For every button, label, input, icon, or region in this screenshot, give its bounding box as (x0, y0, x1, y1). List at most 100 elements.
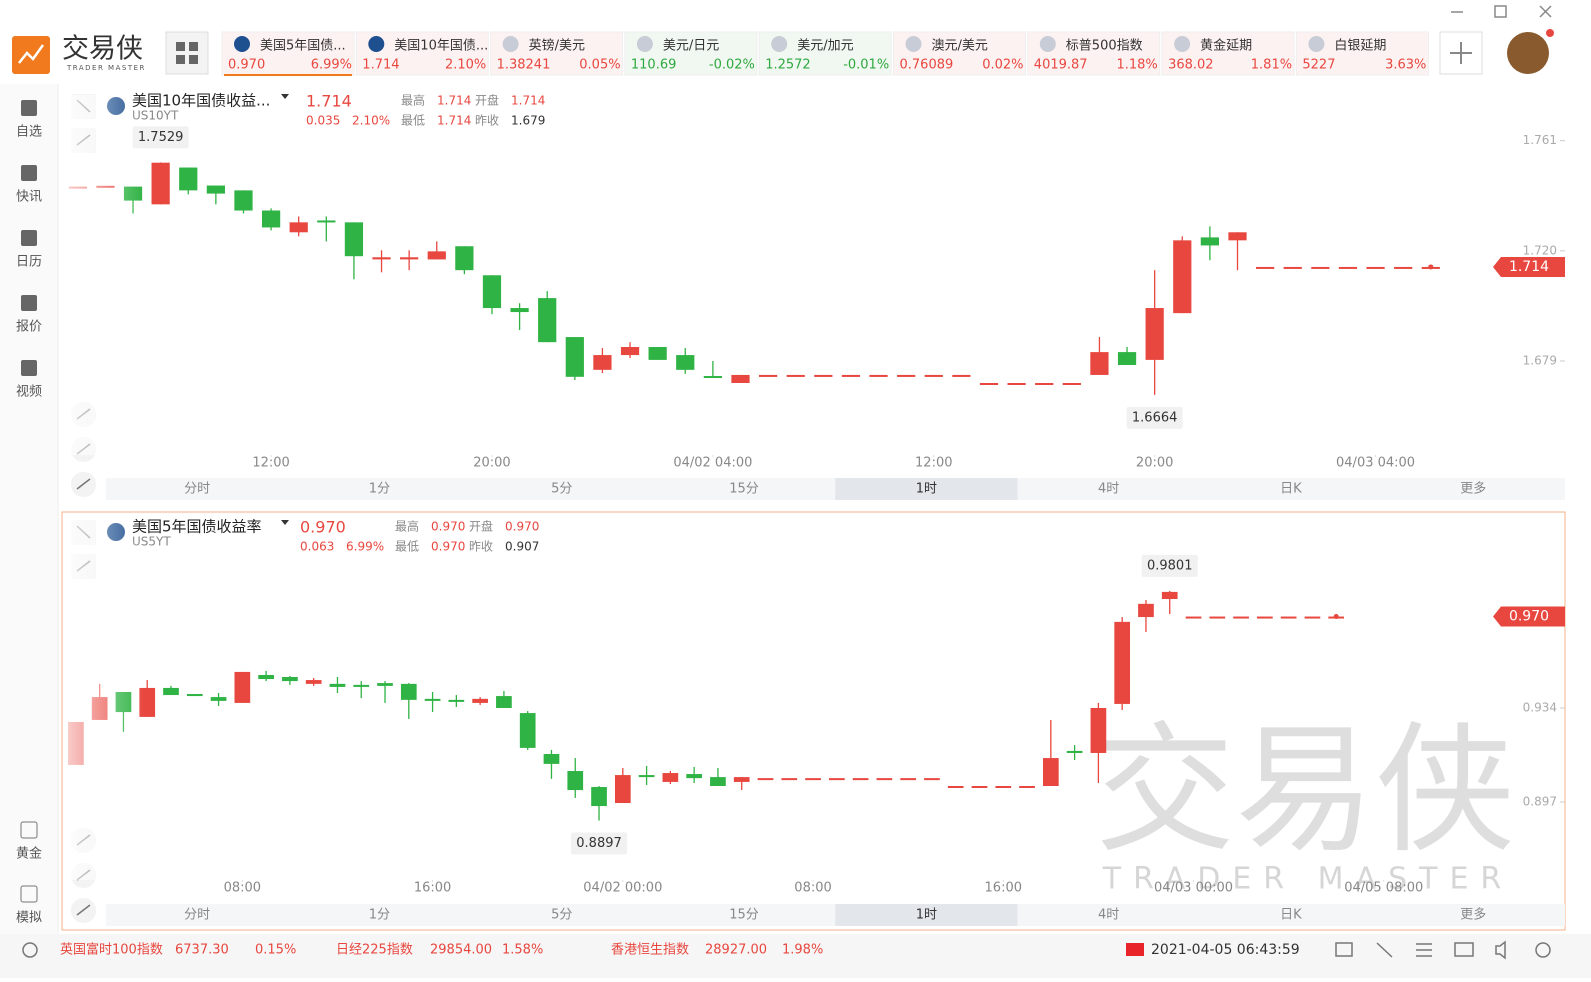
watermark-title: 交易侠 (1095, 710, 1515, 873)
timeframe[interactable]: 更多 (1460, 907, 1486, 923)
symbol-change-pct: 6.99% (346, 540, 384, 554)
timeframe[interactable]: 1分 (369, 908, 390, 923)
sidebar (0, 84, 58, 934)
candle-body (151, 162, 170, 205)
status-icons[interactable] (22, 940, 1551, 960)
sidebar-label[interactable]: 黄金 (16, 846, 42, 862)
stat-value: 1.714 (437, 94, 471, 108)
sidebar-label[interactable]: 自选 (16, 125, 42, 140)
sidebar-label[interactable]: 日历 (16, 255, 42, 270)
stat-label: 开盘 (475, 93, 499, 108)
timeframe[interactable]: 更多 (1460, 481, 1486, 497)
candle-body (995, 785, 1012, 788)
timeframe[interactable]: 4时 (1098, 482, 1119, 497)
fade-left (64, 95, 144, 455)
ticker-change: 1.18% (1116, 58, 1157, 73)
candle-body (1394, 266, 1413, 269)
symbol-dropdown[interactable] (281, 520, 289, 525)
timeframe[interactable]: 5分 (551, 908, 572, 923)
stat-label: 昨收 (469, 540, 493, 554)
symbol-dropdown[interactable] (281, 94, 289, 99)
sidebar-icon[interactable] (20, 885, 38, 903)
sidebar-icon[interactable] (21, 165, 37, 181)
timeframe[interactable]: 1时 (916, 482, 937, 497)
candle-body (455, 246, 474, 271)
sidebar-label[interactable]: 模拟 (16, 911, 42, 926)
timeframe[interactable]: 日K (1280, 482, 1302, 497)
grid-button[interactable] (165, 31, 209, 75)
panel-bottom[interactable] (61, 511, 1566, 931)
candle-body (1090, 708, 1107, 753)
stat-label: 最低 (401, 114, 425, 128)
sidebar-icon[interactable] (21, 230, 37, 246)
avatar[interactable] (1507, 32, 1549, 74)
sidebar-label[interactable]: 视频 (16, 385, 42, 400)
candle-body (591, 787, 607, 807)
add-button[interactable] (1439, 31, 1483, 75)
candle-body (828, 778, 845, 781)
ticker-icon (1174, 36, 1191, 52)
candle-body (648, 347, 667, 360)
ticker-change: 1.81% (1251, 58, 1292, 73)
candle-body (565, 337, 584, 377)
symbol-name[interactable]: 美国10年国债收益... (132, 92, 270, 110)
window-controls[interactable] (1451, 5, 1552, 18)
status-price: 28927.00 (705, 943, 767, 958)
x-tick-label: 04/05 08:00 (1344, 881, 1423, 896)
timeframe[interactable]: 15分 (729, 482, 759, 497)
status-price: 6737.30 (175, 943, 229, 958)
sidebar-label[interactable]: 报价 (16, 320, 42, 335)
candle-body (567, 771, 584, 791)
candle-body (186, 694, 203, 697)
stat-label: 最高 (395, 519, 419, 534)
sidebar-icon[interactable] (21, 360, 37, 376)
sidebar-icon[interactable] (21, 100, 37, 116)
timeframe[interactable]: 1分 (369, 482, 390, 497)
ticker-tile[interactable] (355, 31, 489, 76)
symbol-name[interactable]: 美国5年国债收益率 (132, 518, 262, 536)
symbol-change-pct: 2.10% (352, 114, 390, 128)
price-tag-label: 1.714 (1509, 259, 1549, 275)
sidebar-icon[interactable] (20, 821, 38, 839)
candle-body (1062, 383, 1081, 385)
candle-body (1280, 616, 1297, 619)
timeframe[interactable]: 4时 (1098, 908, 1119, 923)
timeframe[interactable]: 日K (1280, 908, 1302, 923)
candle-body (710, 777, 726, 786)
candle-body (686, 774, 702, 779)
candle-body (924, 778, 940, 781)
ticker-name: 黄金延期 (1200, 38, 1252, 54)
sidebar-label[interactable]: 快讯 (16, 190, 42, 205)
candle-body (1257, 616, 1273, 619)
ticker-icon (368, 36, 385, 52)
ticker-change: 3.63% (1385, 58, 1426, 73)
price-tag (1493, 606, 1565, 627)
candle-body (317, 220, 336, 223)
candle-body (261, 210, 281, 228)
sidebar-icon[interactable] (21, 295, 37, 311)
timeframe-selected (835, 904, 1018, 926)
candle-body (805, 778, 821, 781)
timeframe[interactable]: 5分 (551, 482, 572, 497)
candle-body (1283, 266, 1302, 269)
timeframe[interactable]: 分时 (184, 482, 210, 497)
candle-body (900, 778, 917, 781)
status-bar (0, 934, 1591, 978)
ticker-change: 0.05% (579, 58, 620, 73)
ticker-tile[interactable] (758, 31, 892, 76)
notification-dot (1546, 29, 1554, 37)
x-tick-label: 20:00 (1136, 456, 1173, 471)
logo-subtitle: TRADER MASTER (66, 64, 146, 72)
ticker-icon (502, 36, 519, 52)
candle-body (593, 355, 612, 370)
candle-body (1019, 785, 1035, 788)
timeframe[interactable]: 15分 (729, 908, 759, 923)
x-tick-label: 08:00 (224, 881, 261, 896)
timeframe[interactable]: 分时 (184, 908, 210, 923)
ticker-name: 美元/日元 (663, 39, 719, 54)
ticker-name: 澳元/美元 (932, 38, 988, 54)
extreme-label: 1.6664 (1132, 410, 1178, 425)
timeframe[interactable]: 1时 (916, 908, 937, 923)
stat-value: 0.970 (505, 520, 539, 534)
